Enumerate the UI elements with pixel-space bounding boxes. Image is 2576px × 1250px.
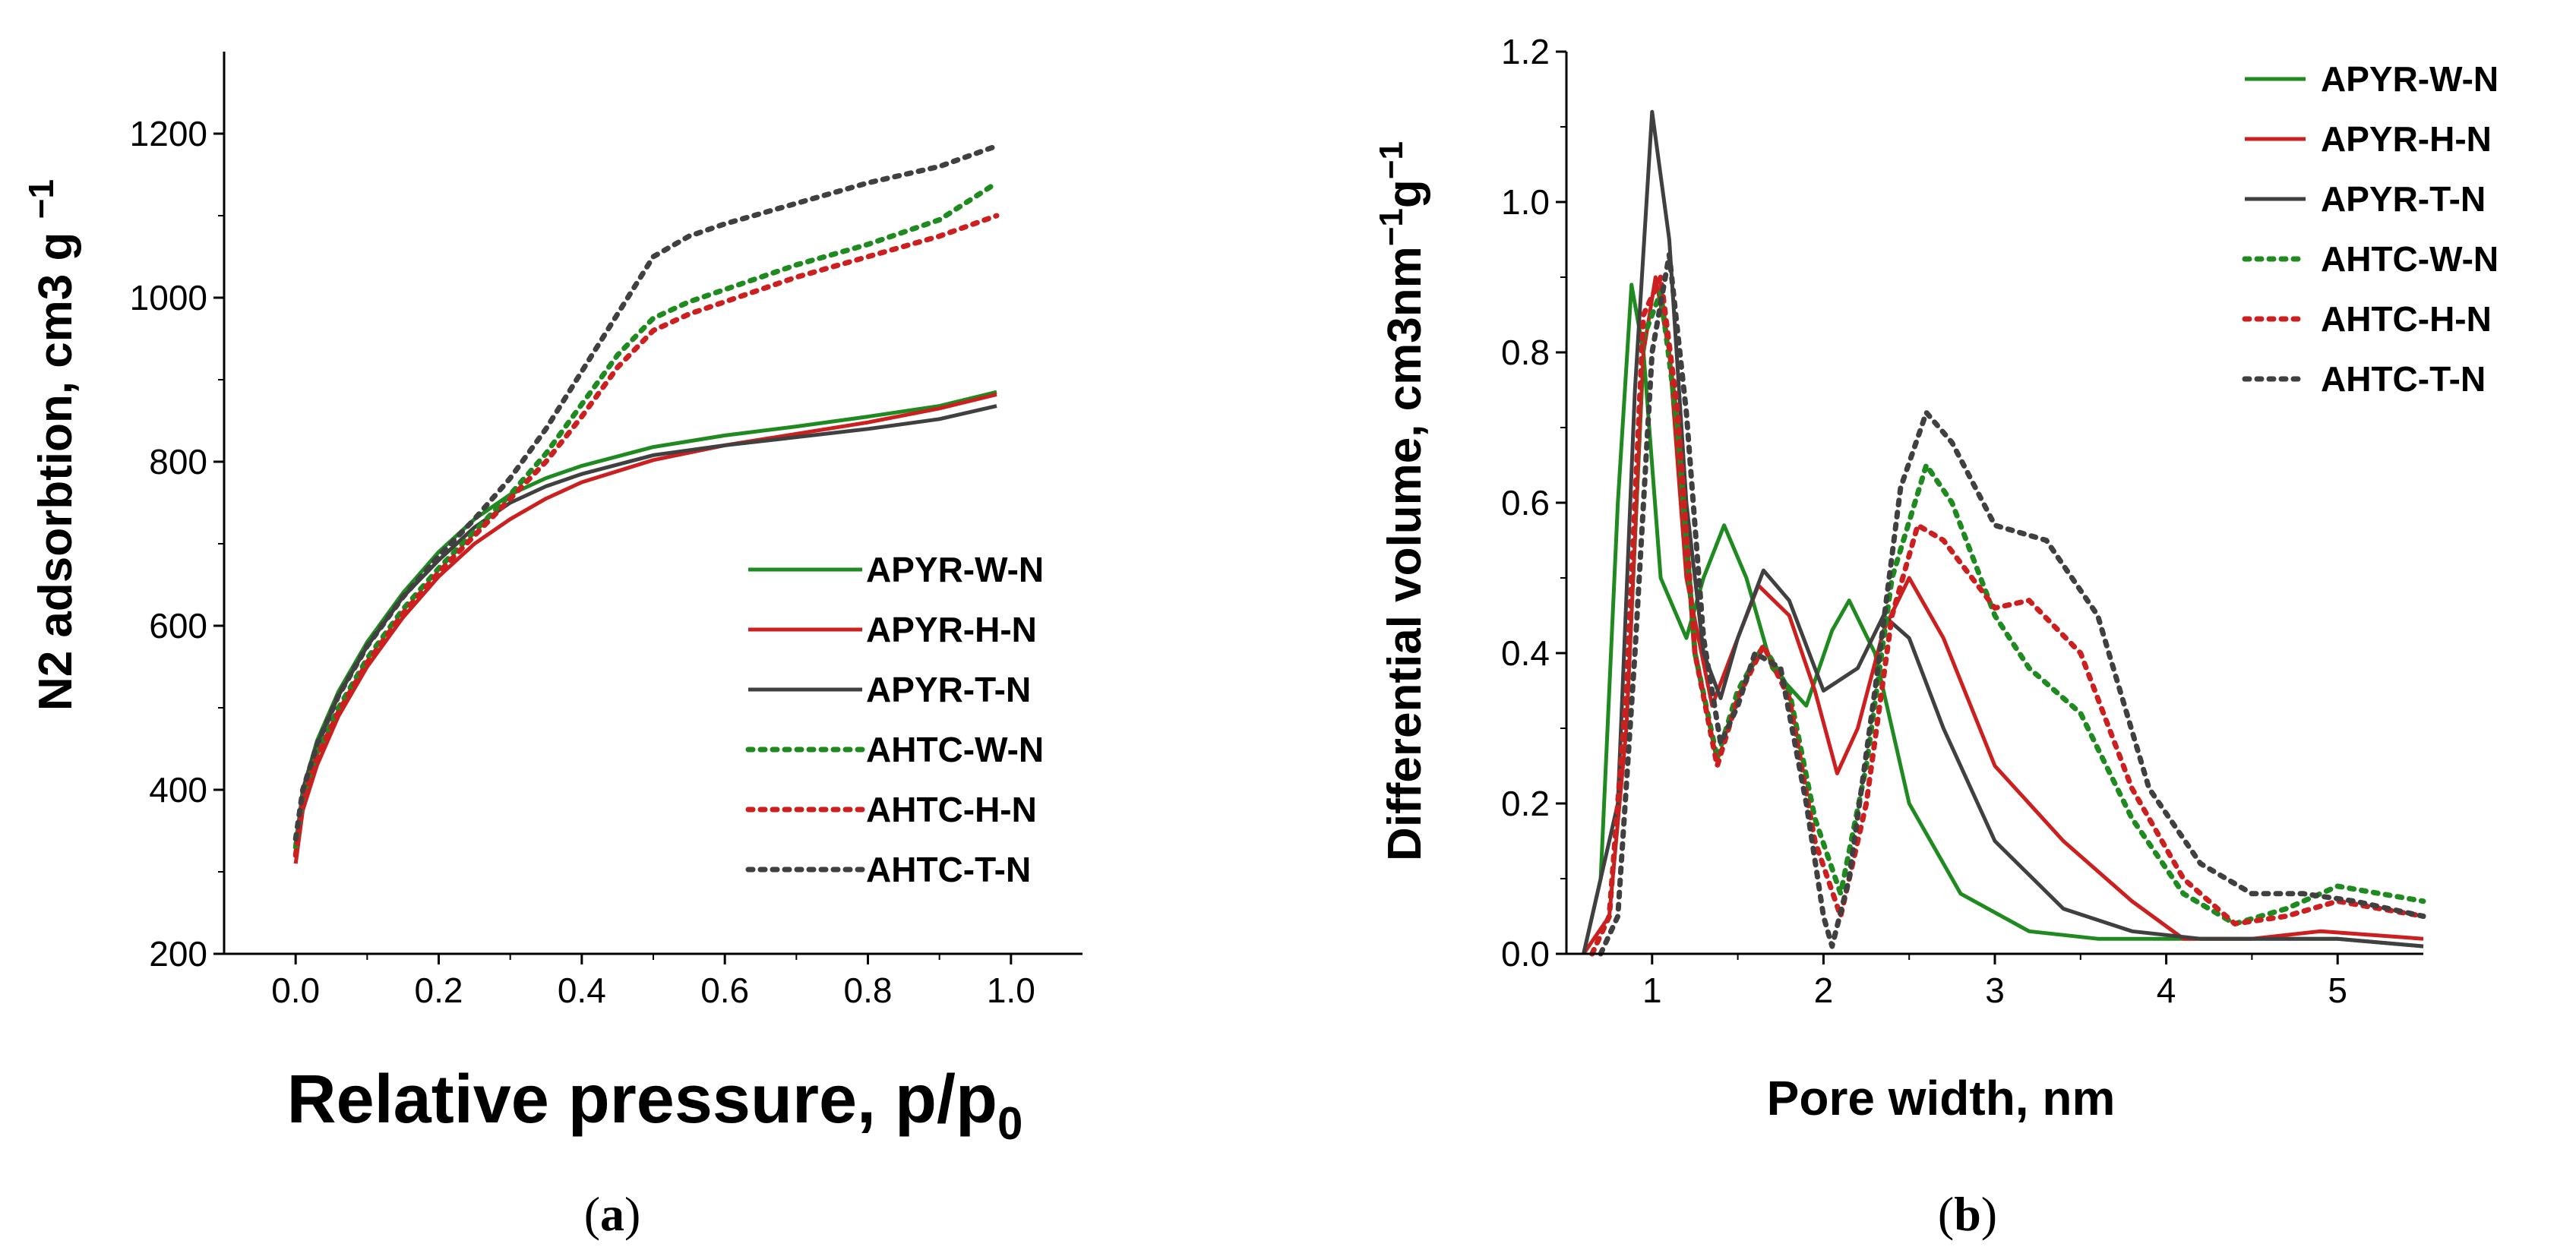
- panel-a-y-tick-label: 1200: [130, 114, 207, 153]
- panel-a-x-tick-label: 0.2: [415, 971, 463, 1010]
- panel-b-x-axis: 1 2 3 4 5: [1566, 952, 2423, 1010]
- legend-label-ahtc-w-n: AHTC-W-N: [2321, 239, 2499, 279]
- panel-a-caption: (a): [584, 1187, 641, 1241]
- panel-a-x-tick-label: 0.8: [844, 971, 893, 1010]
- panel-b-y-tick-label: 0.8: [1501, 333, 1550, 372]
- panel-b-y-tick-label: 1.2: [1501, 32, 1550, 71]
- panel-b-y-tick-label: 0.2: [1501, 784, 1550, 823]
- series-line-ahtc-w-n: [292, 180, 1000, 851]
- panel-b-caption-letter: b: [1954, 1187, 1981, 1241]
- series-line-apyr-h-n: [293, 392, 997, 864]
- panel-a-adsorption-isotherms: 0.0 0.2 0.4 0.6 0.8 1.0 20040060080010001200 …: [21, 52, 1083, 1241]
- series-line-ahtc-t-n: [292, 143, 1000, 842]
- panel-a-y-axis-title-main: N2 adsorbtion, cm3 g: [30, 219, 82, 711]
- panel-b-x-axis-title-main: Pore width, nm: [1767, 1071, 2116, 1125]
- series-line-ahtc-t-n: [1598, 251, 2426, 957]
- legend-label-ahtc-t-n: AHTC-T-N: [866, 850, 1031, 889]
- panel-b-caption-open: (: [1938, 1187, 1954, 1241]
- panel-a-series-group: [292, 143, 1000, 864]
- panel-a-y-axis-title: N2 adsorbtion, cm3 g −1: [21, 179, 82, 711]
- panel-b-series-group: [1582, 109, 2426, 957]
- panel-b-y-axis-title-main: Differential volume, cm3nm: [1379, 246, 1431, 861]
- panel-b-caption-close: ): [1981, 1187, 1997, 1241]
- legend-label-apyr-h-n: APYR-H-N: [2321, 119, 2492, 159]
- panel-a-y-axis-title-superscript: −1: [21, 179, 61, 219]
- panel-a-y-tick-label: 1000: [130, 278, 207, 317]
- legend-label-apyr-h-n: APYR-H-N: [866, 610, 1037, 649]
- series-line-apyr-t-n: [1582, 109, 2424, 955]
- panel-b-x-tick-label: 1: [1642, 971, 1662, 1010]
- panel-b-y-tick-label: 0.6: [1501, 483, 1550, 522]
- legend-label-ahtc-w-n: AHTC-W-N: [866, 730, 1044, 769]
- legend-label-apyr-t-n: APYR-T-N: [866, 670, 1031, 709]
- panel-a-caption-open: (: [584, 1187, 600, 1241]
- series-line-ahtc-h-n: [292, 213, 1000, 858]
- panel-a-x-axis-title-main: Relative pressure, p/p: [287, 1062, 997, 1138]
- legend-label-apyr-w-n: APYR-W-N: [866, 550, 1044, 589]
- series-line-apyr-w-n: [1582, 283, 2424, 955]
- panel-b-pore-size-distribution: 1 2 3 4 5 0.0 0.2 0.4 0.6 0.8 1.0 1.2 Pore width, …: [1373, 32, 2499, 1241]
- panel-a-y-tick-label: 800: [149, 442, 207, 481]
- panel-a-x-tick-label: 1.0: [987, 971, 1035, 1010]
- legend-label-apyr-t-n: APYR-T-N: [2321, 179, 2486, 219]
- panel-a-y-axis: 200 400 600 800 1000 1200: [130, 52, 226, 974]
- panel-b-plot-frame: [1566, 52, 2423, 954]
- panel-b-x-tick-label: 5: [2328, 971, 2347, 1010]
- panel-a-x-tick-label: 0.6: [700, 971, 749, 1010]
- legend-label-ahtc-h-n: AHTC-H-N: [2321, 299, 2492, 339]
- panel-a-y-tick-label: 200: [149, 934, 207, 974]
- panel-a-x-tick-label: 0.4: [558, 971, 606, 1010]
- panel-b-y-tick-label: 0.4: [1501, 633, 1550, 673]
- panel-a-legend: APYR-W-N APYR-H-N APYR-T-N AHTC-W-N AHTC-H-N…: [745, 550, 1044, 889]
- panel-b-x-tick-label: 4: [2157, 971, 2176, 1010]
- panel-b-y-axis: 0.0 0.2 0.4 0.6 0.8 1.0 1.2: [1501, 32, 1568, 974]
- panel-a-y-tick-label: 600: [149, 606, 207, 646]
- panel-a-y-tick-label: 400: [149, 770, 207, 810]
- panel-b-x-tick-label: 3: [1985, 971, 2005, 1010]
- panel-b-y-axis-title-superscript-2: −1: [1373, 141, 1410, 179]
- legend-label-ahtc-h-n: AHTC-H-N: [866, 790, 1037, 829]
- panel-b-y-axis-title-mid: g: [1379, 179, 1431, 208]
- panel-b-y-axis-title-superscript-1: −1: [1373, 208, 1410, 246]
- panel-b-x-tick-label: 2: [1814, 971, 1834, 1010]
- panel-a-x-axis: 0.0 0.2 0.4 0.6 0.8 1.0: [224, 952, 1083, 1010]
- panel-a-caption-close: ): [624, 1187, 640, 1241]
- panel-b-legend: APYR-W-N APYR-H-N APYR-T-N AHTC-W-N AHTC-H-N…: [2242, 59, 2499, 399]
- panel-a-x-axis-title-subscript: 0: [997, 1098, 1022, 1149]
- panel-b-y-tick-label: 0.0: [1501, 934, 1550, 974]
- panel-a-x-tick-label: 0.0: [271, 971, 320, 1010]
- panel-a-caption-letter: a: [600, 1187, 624, 1241]
- legend-label-ahtc-t-n: AHTC-T-N: [2321, 359, 2486, 399]
- panel-b-caption: (b): [1938, 1187, 1997, 1241]
- panel-a-x-axis-title: Relative pressure, p/p0: [287, 1062, 1023, 1149]
- legend-label-apyr-w-n: APYR-W-N: [2321, 59, 2499, 99]
- panel-b-y-tick-label: 1.0: [1501, 182, 1550, 222]
- panel-b-x-axis-title: Pore width, nm: [1767, 1071, 2116, 1125]
- panel-b-y-axis-title: Differential volume, cm3nm−1g−1: [1373, 141, 1431, 861]
